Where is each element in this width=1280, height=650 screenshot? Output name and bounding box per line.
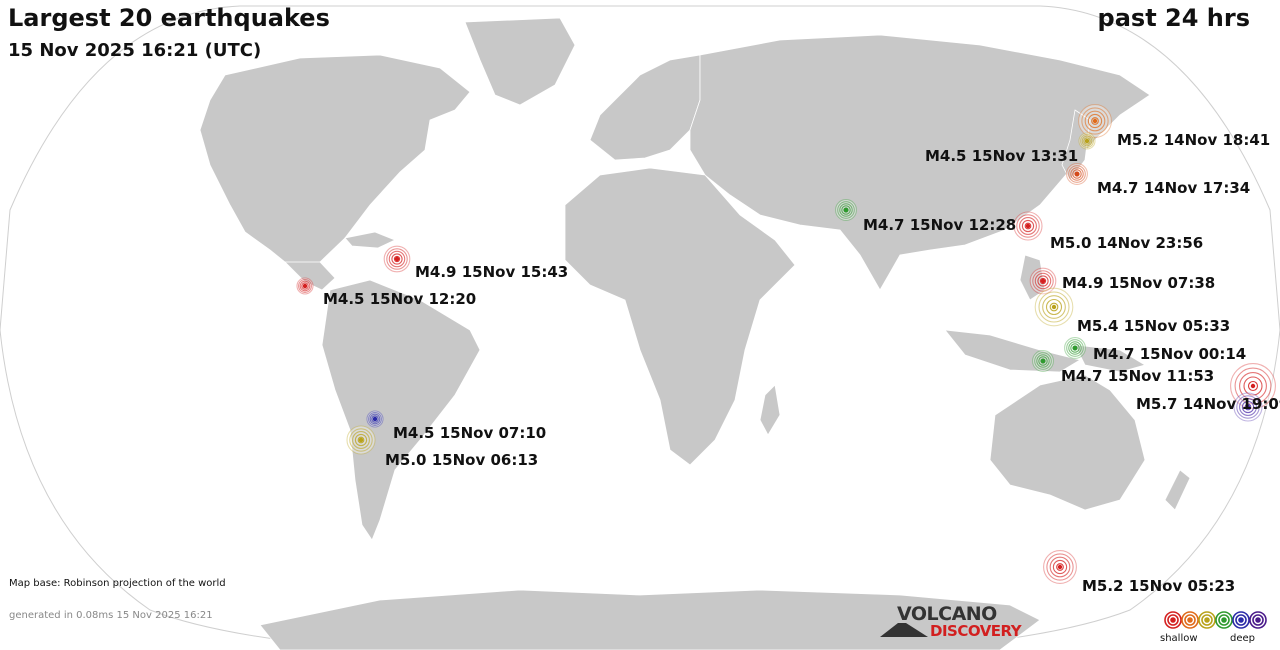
legend-ring (1204, 617, 1210, 623)
legend-ring (1164, 611, 1182, 629)
legend-ring (1232, 611, 1250, 629)
legend-ring (1255, 617, 1261, 623)
logo-word-discovery: DISCOVERY (930, 622, 1022, 640)
africa (564, 167, 796, 466)
earthquake-markers (296, 104, 1276, 584)
greenland (464, 17, 576, 106)
generated-note: generated in 0.08ms 15 Nov 2025 16:21 (9, 610, 213, 621)
earthquake-marker[interactable] (1032, 350, 1054, 372)
philippines (1019, 254, 1046, 301)
antarctica (259, 589, 1041, 650)
legend-ring (1167, 614, 1179, 626)
timestamp-label: 15 Nov 2025 16:21 (UTC) (8, 40, 262, 61)
legend-ring (1235, 614, 1247, 626)
earthquake-label: M4.9 15Nov 07:38 (1062, 274, 1215, 292)
earthquake-label: M5.2 15Nov 05:23 (1082, 577, 1235, 595)
earthquake-marker[interactable] (383, 245, 411, 273)
earthquake-label: M4.7 15Nov 00:14 (1093, 345, 1246, 363)
legend-ring (1170, 617, 1176, 623)
legend-shallow-label: shallow (1160, 633, 1198, 644)
earthquake-label: M5.4 15Nov 05:33 (1077, 317, 1230, 335)
map-base-note: Map base: Robinson projection of the wor… (9, 578, 226, 589)
earthquake-label: M4.5 15Nov 07:10 (393, 424, 546, 442)
legend-ring (1218, 614, 1230, 626)
earthquake-marker[interactable] (346, 425, 376, 455)
japan (1061, 109, 1091, 181)
earthquake-marker[interactable] (1078, 132, 1096, 150)
asia (689, 34, 1151, 291)
earthquake-label: M5.7 14Nov 19:09 (1136, 395, 1280, 413)
earthquake-label: M5.2 14Nov 18:41 (1117, 131, 1270, 149)
logo-word-volcano: VOLCANO (897, 603, 997, 625)
legend-ring (1184, 614, 1196, 626)
earthquake-label: M4.5 15Nov 12:20 (323, 290, 476, 308)
legend-ring (1215, 611, 1233, 629)
page-title: Largest 20 earthquakes (8, 4, 330, 32)
depth-color-rings (1164, 611, 1267, 629)
central-america (284, 261, 336, 291)
earthquake-label: M5.0 14Nov 23:56 (1050, 234, 1203, 252)
earthquake-label: M5.0 15Nov 06:13 (385, 451, 538, 469)
earthquake-marker[interactable] (296, 277, 314, 295)
legend-ring (1181, 611, 1199, 629)
legend-ring (1221, 617, 1227, 623)
legend-ring (1252, 614, 1264, 626)
legend-ring (1198, 611, 1216, 629)
volcano-icon (880, 623, 928, 637)
period-label: past 24 hrs (1097, 4, 1250, 32)
earthquake-marker[interactable] (366, 410, 384, 428)
earthquake-marker[interactable] (1066, 163, 1088, 185)
earthquake-labels: M5.2 14Nov 18:41 M4.5 15Nov 13:31 M4.7 14N… (323, 131, 1280, 595)
legend-ring (1249, 611, 1267, 629)
earthquake-marker[interactable] (1029, 267, 1057, 295)
earthquake-marker[interactable] (1043, 550, 1077, 584)
volcano-discovery-logo[interactable]: VOLCANO DISCOVERY (880, 603, 1040, 643)
earthquake-marker[interactable] (835, 199, 857, 221)
earthquake-label: M4.7 15Nov 12:28 (863, 216, 1016, 234)
australia (989, 374, 1146, 511)
earthquake-marker[interactable] (1078, 104, 1112, 138)
earthquake-label: M4.9 15Nov 15:43 (415, 263, 568, 281)
caribbean (344, 231, 397, 249)
legend-deep-label: deep (1230, 633, 1255, 644)
new-guinea (1074, 344, 1147, 373)
depth-legend: shallow deep (1160, 609, 1270, 647)
landmasses (199, 17, 1191, 650)
legend-ring (1187, 617, 1193, 623)
earthquake-marker[interactable] (1064, 337, 1086, 359)
earthquake-label: M4.5 15Nov 13:31 (925, 147, 1078, 165)
earthquake-label: M4.7 15Nov 11:53 (1061, 367, 1214, 385)
legend-ring (1201, 614, 1213, 626)
earthquake-marker[interactable] (1013, 211, 1043, 241)
new-zealand (1164, 469, 1191, 511)
earthquake-marker[interactable] (1233, 392, 1263, 422)
south-america (321, 279, 481, 541)
madagascar (759, 384, 781, 436)
indonesia (944, 329, 1082, 373)
earthquake-marker[interactable] (1034, 287, 1074, 327)
legend-ring (1238, 617, 1244, 623)
earthquake-label: M4.7 14Nov 17:34 (1097, 179, 1250, 197)
